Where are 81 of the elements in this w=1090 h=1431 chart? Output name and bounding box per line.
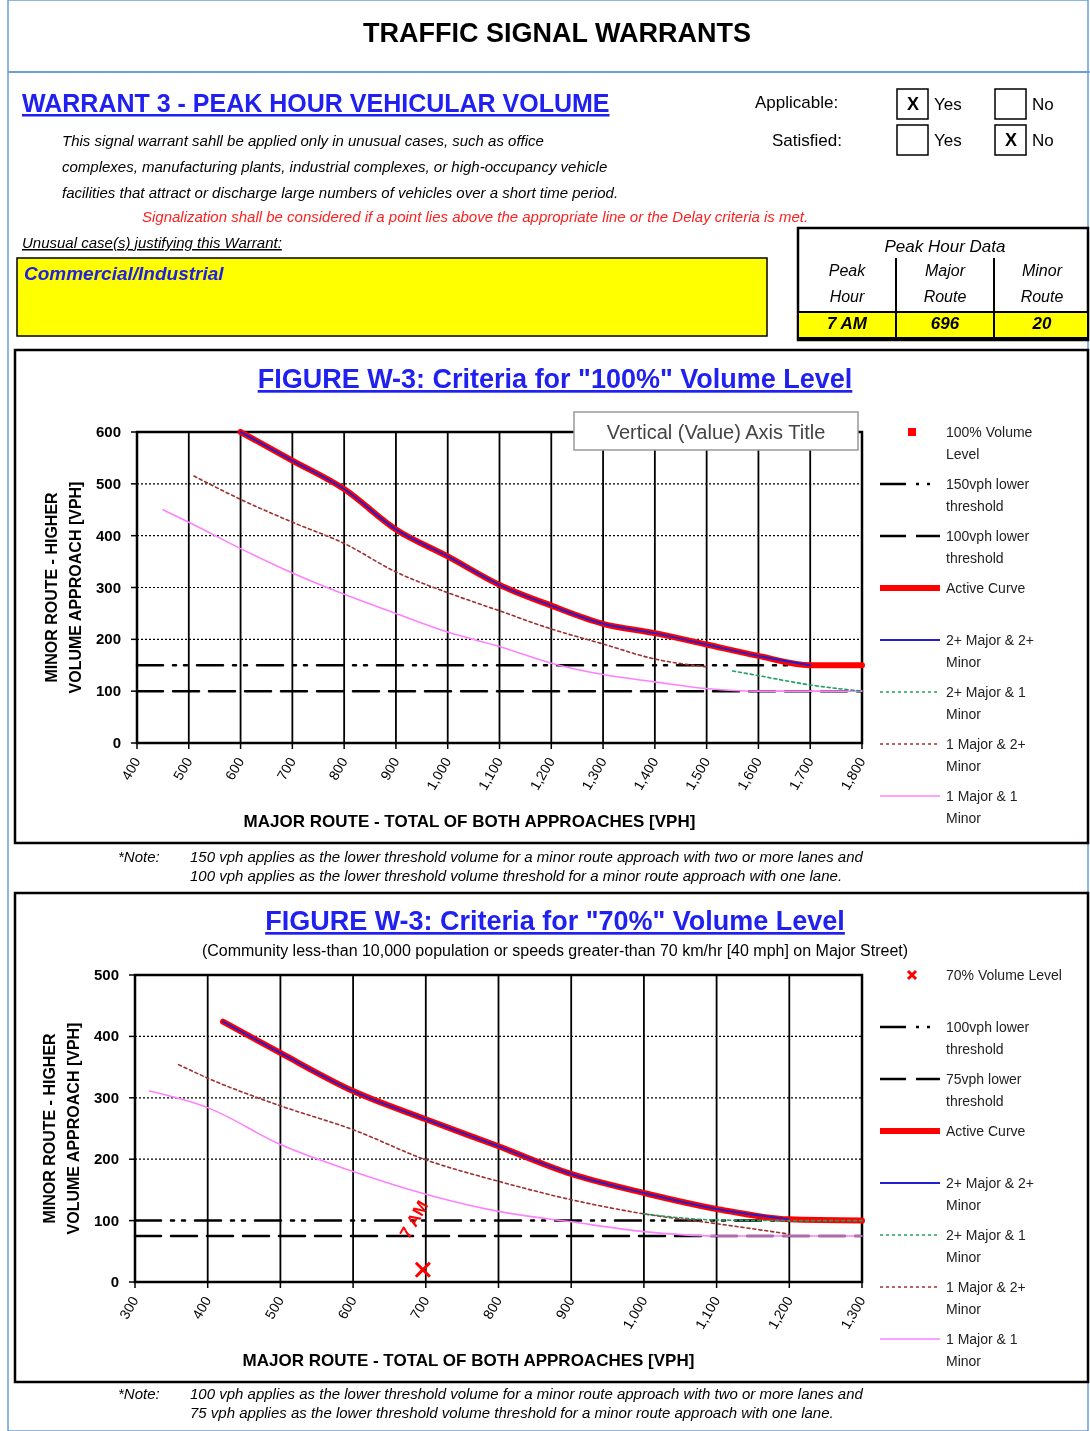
x-axis-title: MAJOR ROUTE - TOTAL OF BOTH APPROACHES [VPH] bbox=[242, 1351, 695, 1370]
text: Commercial/Industrial bbox=[24, 263, 225, 284]
text: X bbox=[906, 94, 920, 114]
text: facilities that attract or discharge large numbers of vehicles over a short time period. bbox=[62, 184, 619, 201]
text: Unusual case(s) justifying this Warrant: bbox=[22, 234, 282, 251]
x-tick-label: 800 bbox=[325, 754, 351, 783]
y-tick-label: 100 bbox=[93, 1211, 119, 1229]
y-tick-label: 0 bbox=[112, 734, 121, 751]
legend-label: 2+ Major & 2+ Minor bbox=[946, 632, 1034, 670]
text: 75 vph applies as the lower threshold volume threshold for a minor route approach with one lane. bbox=[190, 1404, 834, 1421]
text: *Note: bbox=[118, 1385, 160, 1402]
y-tick-label: 200 bbox=[93, 1150, 119, 1168]
text: Major bbox=[924, 262, 966, 279]
text: *Note: bbox=[118, 848, 160, 865]
x-axis-title: MAJOR ROUTE - TOTAL OF BOTH APPROACHES [VPH] bbox=[243, 812, 696, 831]
text: Yes bbox=[934, 95, 962, 114]
y-tick-label: 500 bbox=[95, 474, 121, 492]
legend-label: 2+ Major & 2+ Minor bbox=[946, 1175, 1034, 1213]
text: Peak bbox=[828, 262, 867, 279]
x-tick-label: 900 bbox=[552, 1293, 578, 1322]
y-axis-title: MINOR ROUTE - HIGHER VOLUME APPROACH [VPH] bbox=[41, 1022, 82, 1235]
text: 7 AM bbox=[827, 314, 868, 333]
text: X bbox=[1004, 130, 1018, 150]
annotation: Vertical (Value) Axis Title bbox=[606, 421, 826, 443]
x-tick-label: 600 bbox=[334, 1293, 360, 1322]
text: TRAFFIC SIGNAL WARRANTS bbox=[363, 18, 751, 48]
y-tick-label: 100 bbox=[95, 682, 121, 700]
text: Route bbox=[1020, 288, 1064, 305]
text: Yes bbox=[934, 131, 962, 150]
text: 100 vph applies as the lower threshold volume threshold for a minor route approach with one lane. bbox=[190, 867, 843, 884]
y-tick-label: 600 bbox=[95, 423, 121, 440]
text: No bbox=[1032, 95, 1054, 114]
legend-label: 150vph lower threshold bbox=[946, 476, 1030, 514]
text: 100 vph applies as the lower threshold volume for a minor route approach with two or more lanes and bbox=[190, 1385, 864, 1402]
text: 20 bbox=[1031, 314, 1052, 333]
text: Route bbox=[923, 288, 967, 305]
text: Hour bbox=[829, 288, 866, 305]
legend-label: 75vph lower threshold bbox=[946, 1071, 1022, 1109]
text: complexes, manufacturing plants, industrial complexes, or high-occupancy vehicle bbox=[62, 158, 608, 175]
annotation: 7 AM bbox=[395, 1197, 433, 1242]
text: Applicable: bbox=[755, 93, 839, 112]
legend-label: 2+ Major & 1 Minor bbox=[946, 684, 1026, 722]
text: 150 vph applies as the lower threshold volume for a minor route approach with two or more lanes and bbox=[190, 848, 864, 865]
chart-subtitle: (Community less-than 10,000 population or speeds greater-than 70 km/hr [40 mph] on Major Street) bbox=[201, 942, 909, 959]
legend-label: 100% Volume Level bbox=[946, 424, 1033, 462]
text: WARRANT 3 - PEAK HOUR VEHICULAR VOLUME bbox=[22, 89, 610, 117]
legend-label: 1 Major & 2+ Minor bbox=[946, 736, 1026, 774]
text: Minor bbox=[1021, 262, 1063, 279]
legend-label: 70% Volume Level bbox=[946, 967, 1062, 983]
x-tick-label: 500 bbox=[169, 754, 196, 783]
text: No bbox=[1032, 131, 1054, 150]
legend-label: 2+ Major & 1 Minor bbox=[946, 1227, 1026, 1265]
chart-title: FIGURE W-3: Criteria for "70%" Volume Level bbox=[265, 906, 845, 936]
y-axis-title: MINOR ROUTE - HIGHER VOLUME APPROACH [VPH] bbox=[43, 481, 84, 694]
text: Signalization shall be considered if a point lies above the appropriate line or the Delay criteria is met. bbox=[142, 208, 809, 225]
x-tick-label: 800 bbox=[479, 1293, 506, 1322]
y-tick-label: 400 bbox=[95, 526, 121, 544]
x-tick-label: 400 bbox=[188, 1293, 215, 1322]
legend-label: 100vph lower threshold bbox=[946, 1019, 1030, 1057]
y-tick-label: 200 bbox=[95, 630, 121, 648]
x-tick-label: 700 bbox=[273, 754, 300, 783]
text: Peak Hour Data bbox=[884, 237, 1006, 256]
x-tick-label: 500 bbox=[261, 1293, 288, 1322]
legend-label: 1 Major & 1 Minor bbox=[946, 1331, 1018, 1369]
y-tick-label: 400 bbox=[93, 1027, 119, 1045]
y-tick-label: 0 bbox=[110, 1273, 119, 1290]
text: Satisfied: bbox=[772, 131, 842, 150]
chart-title: FIGURE W-3: Criteria for "100%" Volume Level bbox=[257, 364, 853, 394]
x-tick-label: 900 bbox=[376, 754, 403, 783]
y-tick-label: 500 bbox=[93, 966, 119, 983]
y-tick-label: 300 bbox=[93, 1088, 119, 1106]
legend-label: 1 Major & 2+ Minor bbox=[946, 1279, 1026, 1317]
legend-label: Active Curve bbox=[946, 1123, 1026, 1139]
legend-label: 1 Major & 1 Minor bbox=[946, 788, 1018, 826]
x-tick-label: 600 bbox=[221, 754, 248, 783]
text: 696 bbox=[930, 314, 960, 333]
x-tick-label: 700 bbox=[406, 1293, 433, 1322]
legend-label: Active Curve bbox=[946, 580, 1026, 596]
text: This signal warrant sahll be applied only in unusual cases, such as office bbox=[62, 132, 544, 149]
y-tick-label: 300 bbox=[95, 578, 121, 596]
legend-label: 100vph lower threshold bbox=[946, 528, 1030, 566]
